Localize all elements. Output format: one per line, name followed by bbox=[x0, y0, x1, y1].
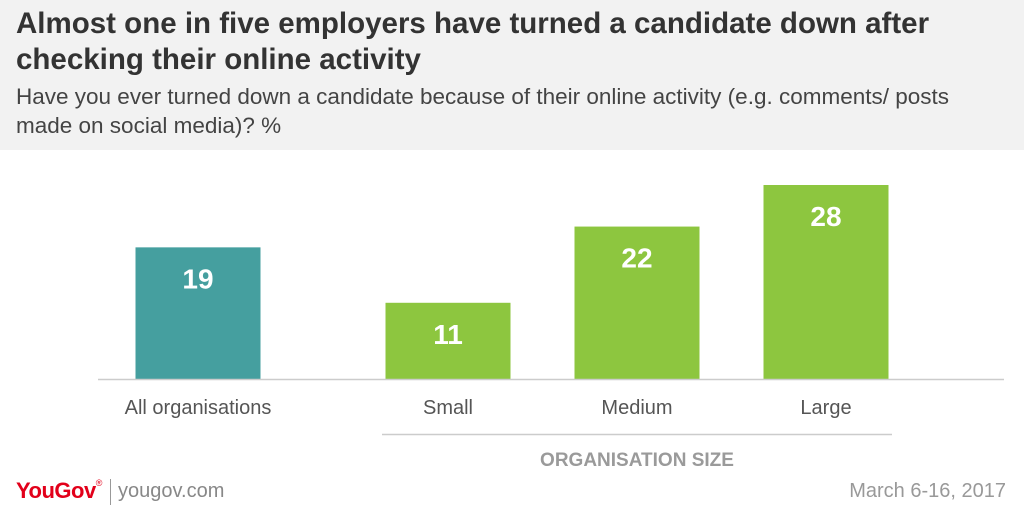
registered-mark: ® bbox=[95, 478, 103, 488]
chart-title: Almost one in five employers have turned… bbox=[16, 7, 930, 76]
bar-large bbox=[763, 185, 889, 379]
group-label: ORGANISATION SIZE bbox=[540, 450, 734, 471]
bar-chart: 19 11 22 28 All organisations Small Medium Lar… bbox=[98, 185, 1004, 471]
value-label-large: 28 bbox=[810, 201, 841, 232]
fieldwork-date: March 6-16, 2017 bbox=[849, 480, 1006, 502]
footer-url: yougov.com bbox=[118, 480, 225, 502]
value-label-small: 11 bbox=[433, 319, 463, 350]
chart-subtitle: Have you ever turned down a candidate be… bbox=[16, 84, 950, 138]
chart-header: Almost one in five employers have turned… bbox=[0, 0, 1024, 150]
footer-separator bbox=[110, 479, 111, 505]
category-label-all-organisations: All organisations bbox=[125, 397, 272, 419]
value-label-medium: 22 bbox=[621, 243, 652, 274]
category-label-large: Large bbox=[800, 397, 851, 419]
logo-text: YouGov bbox=[16, 478, 96, 503]
bar-medium bbox=[574, 226, 700, 379]
category-label-medium: Medium bbox=[601, 397, 672, 419]
yougov-logo: YouGov® bbox=[16, 478, 102, 504]
value-label-all-organisations: 19 bbox=[182, 263, 213, 294]
bar-all-organisations bbox=[135, 247, 261, 379]
category-labels-layer: All organisations Small Medium Large bbox=[125, 397, 852, 419]
bar-small bbox=[385, 302, 511, 379]
category-label-small: Small bbox=[423, 397, 473, 419]
value-labels-layer: 19 11 22 28 bbox=[182, 201, 841, 350]
bars-layer bbox=[135, 185, 889, 379]
